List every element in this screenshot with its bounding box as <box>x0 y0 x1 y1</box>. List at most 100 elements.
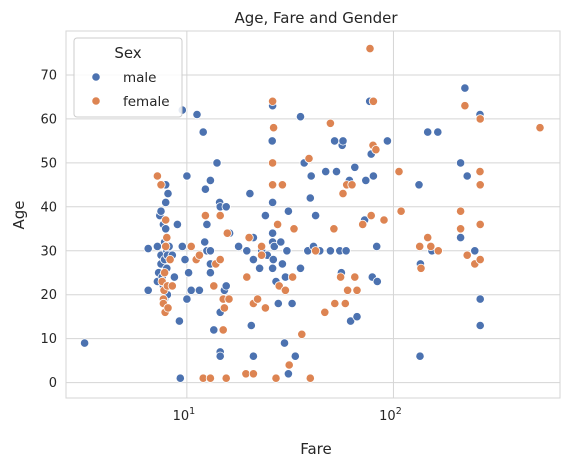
data-point-female <box>186 241 196 251</box>
data-point-male <box>260 211 270 221</box>
data-point-male <box>200 237 210 247</box>
data-point-female <box>416 263 426 273</box>
y-tick-label: 0 <box>49 376 57 391</box>
data-point-male <box>415 351 425 361</box>
data-point-male <box>331 167 342 177</box>
data-point-male <box>460 83 470 93</box>
data-point-female <box>297 329 307 339</box>
data-point-male <box>279 338 290 348</box>
y-tick-label: 10 <box>40 332 57 347</box>
data-point-female <box>244 233 254 243</box>
data-point-female <box>268 123 279 133</box>
data-point-male <box>215 351 225 361</box>
data-point-female <box>365 43 375 54</box>
data-point-male <box>321 167 331 177</box>
y-tick-label: 50 <box>40 156 57 171</box>
data-point-male <box>200 184 210 194</box>
data-point-male <box>341 246 351 256</box>
data-point-male <box>161 197 171 207</box>
data-point-male <box>174 316 184 326</box>
data-points <box>80 43 545 383</box>
data-point-female <box>415 241 425 251</box>
data-point-female <box>280 285 290 295</box>
data-point-male <box>372 276 382 287</box>
data-point-male <box>352 312 362 322</box>
data-point-female <box>267 158 278 168</box>
chart-title: Age, Fare and Gender <box>234 9 398 27</box>
data-point-female <box>160 268 170 278</box>
data-point-male <box>202 219 212 229</box>
data-point-female <box>304 153 314 164</box>
data-point-male <box>455 158 466 168</box>
data-point-female <box>329 224 339 234</box>
data-point-female <box>423 233 433 243</box>
data-point-female <box>248 369 258 379</box>
data-point-female <box>215 211 225 221</box>
data-point-female <box>320 307 330 317</box>
data-point-female <box>165 255 175 265</box>
data-point-male <box>205 246 215 256</box>
data-point-male <box>267 263 278 273</box>
data-point-male <box>248 255 258 265</box>
data-point-female <box>260 303 270 313</box>
data-point-female <box>330 298 340 309</box>
data-point-female <box>256 241 267 251</box>
data-point-female <box>455 224 466 234</box>
data-point-female <box>462 250 472 260</box>
data-point-female <box>342 285 353 295</box>
legend-label-male: male <box>123 70 156 86</box>
data-point-male <box>282 246 292 256</box>
data-point-female <box>325 118 335 128</box>
y-tick-label: 40 <box>40 200 57 215</box>
data-point-male <box>177 241 187 251</box>
data-point-female <box>340 298 350 309</box>
data-point-male <box>221 281 231 291</box>
data-point-male <box>192 109 202 120</box>
data-point-female <box>460 101 470 111</box>
data-point-male <box>273 298 283 309</box>
data-point-male <box>182 171 192 181</box>
data-point-female <box>152 171 162 181</box>
data-point-male <box>382 136 392 146</box>
data-point-female <box>287 272 298 282</box>
data-point-female <box>368 96 378 106</box>
data-point-female <box>277 180 287 190</box>
data-point-male <box>194 285 204 295</box>
data-point-female <box>396 206 406 216</box>
data-point-female <box>379 215 389 225</box>
data-point-male <box>269 241 279 251</box>
plot-frame <box>65 30 561 399</box>
data-point-male <box>248 351 258 361</box>
data-point-male <box>325 246 335 256</box>
x-axis-ticks: 101 102 <box>173 406 402 424</box>
data-point-female <box>221 373 231 383</box>
data-point-male <box>475 294 485 304</box>
data-point-female <box>475 180 485 190</box>
data-point-male <box>212 158 222 168</box>
data-point-male <box>80 338 90 348</box>
data-point-male <box>283 206 293 216</box>
data-point-male <box>182 294 192 304</box>
data-point-male <box>475 320 485 331</box>
data-point-male <box>205 268 215 278</box>
data-point-male <box>242 246 252 256</box>
legend-marker-male <box>91 72 101 82</box>
data-point-female <box>205 373 215 383</box>
legend-title: Sex <box>114 44 141 62</box>
data-point-female <box>394 167 404 177</box>
data-point-male <box>277 259 287 269</box>
data-point-female <box>222 228 232 238</box>
data-point-female <box>347 180 357 190</box>
data-point-female <box>194 250 204 260</box>
legend-marker-female <box>91 96 101 106</box>
data-point-male <box>462 171 472 181</box>
data-point-female <box>366 211 376 221</box>
y-axis-ticks: 0 10 20 30 40 50 60 70 <box>40 68 57 391</box>
data-point-male <box>186 285 196 295</box>
data-point-male <box>295 263 306 273</box>
data-point-male <box>267 197 278 207</box>
data-point-male <box>161 224 171 234</box>
data-point-male <box>361 175 371 185</box>
data-point-male <box>470 246 480 256</box>
data-point-male <box>423 127 433 137</box>
